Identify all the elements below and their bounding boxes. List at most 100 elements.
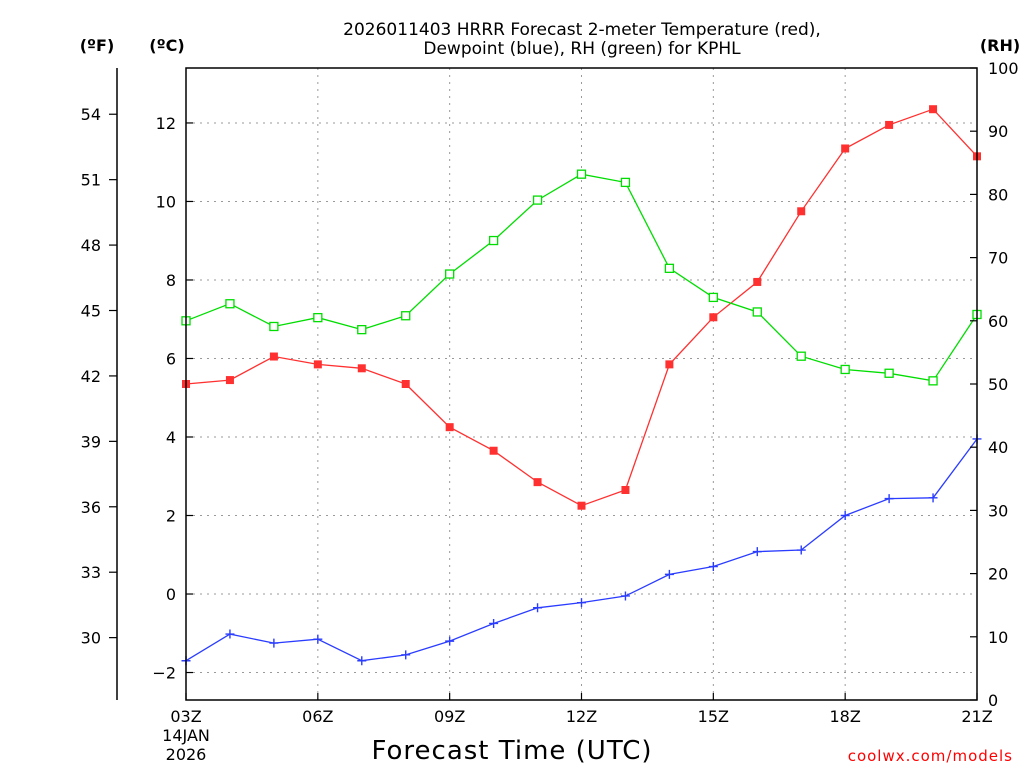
rh-point: [401, 311, 411, 321]
dewpoint-line: [185, 438, 978, 662]
x-tick-label: 18Z: [830, 707, 861, 726]
fahrenheit-tick-label: 48: [81, 236, 101, 255]
x-tick-label: 03Z: [170, 707, 201, 726]
temperature-point: [665, 360, 674, 369]
rh-tick-label: 70: [988, 249, 1008, 268]
title-line-2: Dewpoint (blue), RH (green) for KPHL: [423, 39, 741, 59]
rh-tick-label: 10: [988, 628, 1008, 647]
temperature-series: [182, 105, 981, 510]
rh-tick-label: 80: [988, 185, 1008, 204]
fahrenheit-tick-label: 33: [81, 563, 101, 582]
fahrenheit-tick-label: 51: [81, 171, 101, 190]
rh-point: [576, 169, 587, 179]
rh-point: [488, 235, 499, 246]
temperature-point: [753, 277, 762, 286]
celsius-unit-label: (ºC): [149, 36, 184, 55]
dewpoint-point: [225, 629, 235, 639]
fahrenheit-tick-label: 36: [81, 498, 101, 517]
fahrenheit-tick-label: 30: [81, 629, 101, 648]
rh-point: [928, 376, 938, 386]
x-tick-label: 15Z: [698, 707, 729, 726]
fahrenheit-tick-label: 42: [81, 367, 101, 386]
chart-title: 2026011403 HRRR Forecast 2-meter Tempera…: [343, 20, 821, 59]
rh-point: [269, 321, 279, 332]
dewpoint-point: [269, 638, 279, 648]
dewpoint-point: [533, 603, 543, 613]
fahrenheit-tick-label: 54: [81, 105, 101, 124]
celsius-tick-label: 4: [166, 428, 176, 447]
rh-tick-label: 60: [988, 312, 1008, 331]
dewpoint-point: [313, 634, 323, 644]
temperature-point: [841, 144, 850, 153]
celsius-tick-label: 2: [166, 507, 176, 526]
dewpoint-point: [577, 598, 586, 608]
temperature-point: [797, 207, 806, 216]
temperature-point: [621, 485, 630, 494]
celsius-tick-label: 10: [156, 192, 176, 211]
dewpoint-point: [928, 493, 938, 503]
rh-unit-label: (RH): [980, 36, 1020, 55]
rh-point: [796, 351, 806, 361]
dewpoint-point: [357, 656, 367, 666]
rh-tick-label: 50: [988, 375, 1008, 394]
axis-ticks: −2 0 2 4 6 8 10 12 30 33 36 39 42 45 48 51 54 0 10 20 30 40 50…: [81, 59, 1019, 726]
x-tick-label: 12Z: [566, 707, 597, 726]
series-layer: [181, 105, 982, 666]
temperature-point: [489, 446, 498, 455]
credit-label: coolwx.com/models: [848, 747, 1013, 765]
rh-point: [313, 312, 323, 323]
rh-point: [532, 195, 543, 205]
rh-tick-label: 100: [988, 59, 1019, 78]
rh-point: [620, 177, 631, 188]
rh-point: [664, 263, 675, 273]
x-tick-label: 21Z: [961, 707, 992, 726]
rh-point: [225, 299, 235, 309]
temperature-point: [929, 105, 938, 114]
title-line-1: 2026011403 HRRR Forecast 2-meter Tempera…: [343, 20, 821, 40]
rh-tick-label: 90: [988, 122, 1008, 141]
temperature-point: [401, 380, 410, 388]
celsius-tick-label: 6: [166, 349, 176, 368]
rh-point: [752, 307, 762, 317]
rh-point: [445, 269, 455, 279]
dewpoint-point: [752, 547, 762, 557]
dewpoint-point: [620, 591, 630, 601]
rh-tick-label: 40: [988, 438, 1008, 457]
celsius-tick-label: −2: [152, 664, 176, 683]
x-axis-label: Forecast Time (UTC): [371, 736, 652, 766]
rh-point: [840, 364, 850, 375]
date-label-day: 14JAN: [162, 726, 210, 745]
temperature-point: [885, 120, 894, 129]
celsius-tick-label: 8: [166, 271, 176, 290]
dewpoint-point: [445, 636, 455, 646]
temperature-point: [709, 313, 718, 322]
x-tick-label: 06Z: [302, 707, 333, 726]
dewpoint-point: [884, 494, 894, 504]
celsius-tick-label: 12: [156, 114, 176, 133]
rh-tick-label: 20: [988, 565, 1008, 584]
dewpoint-point: [664, 569, 674, 579]
rh-point: [708, 292, 718, 303]
temperature-point: [533, 478, 542, 487]
dewpoint-point: [796, 545, 806, 555]
rh-point: [357, 324, 367, 335]
dewpoint-series: [181, 434, 982, 666]
rh-tick-label: 30: [988, 501, 1008, 520]
temperature-point: [577, 501, 586, 510]
rh-point: [884, 368, 894, 378]
temperature-point: [225, 376, 234, 385]
dewpoint-point: [401, 650, 411, 660]
temperature-point: [313, 360, 322, 369]
celsius-tick-label: 0: [166, 585, 176, 604]
dewpoint-point: [840, 511, 850, 521]
date-label-year: 2026: [166, 745, 207, 764]
fahrenheit-tick-label: 45: [81, 302, 101, 321]
fahrenheit-unit-label: (ºF): [80, 36, 115, 55]
temperature-point: [445, 423, 454, 432]
dewpoint-point: [708, 562, 718, 572]
x-tick-label: 09Z: [434, 707, 465, 726]
temperature-point: [357, 364, 366, 373]
fahrenheit-tick-label: 39: [81, 432, 101, 451]
dewpoint-point: [489, 618, 499, 628]
